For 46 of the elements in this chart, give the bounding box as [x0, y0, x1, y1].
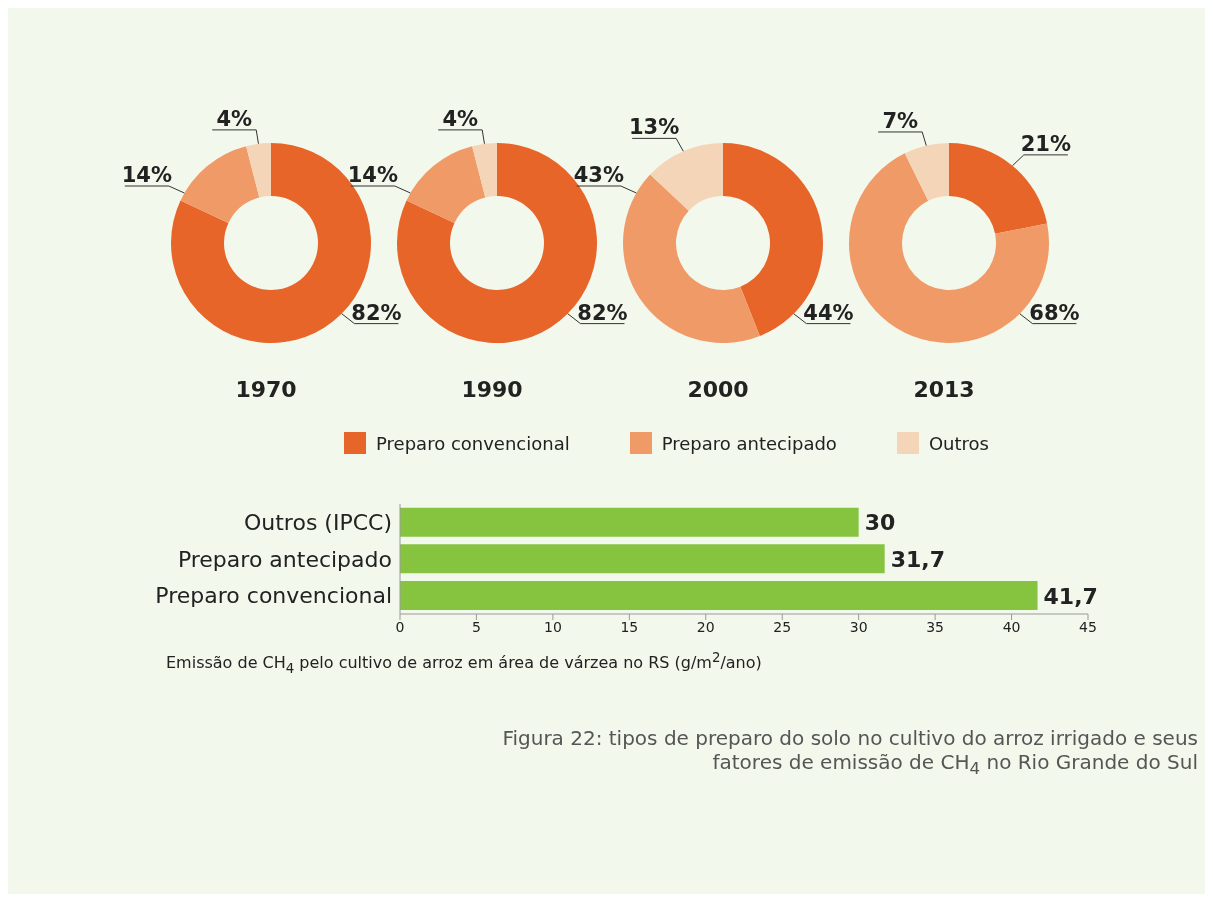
data-label: 82%	[351, 300, 402, 325]
donut-slice	[472, 143, 497, 198]
data-label: 4%	[216, 106, 253, 131]
text: 1970	[235, 377, 297, 402]
donut-slice	[650, 143, 723, 211]
donut-slice	[246, 143, 271, 198]
text: 2000	[687, 377, 749, 402]
donut-slice	[406, 146, 486, 223]
x-tick-label: 20	[696, 618, 715, 635]
x-tick-label: 0	[395, 618, 405, 635]
data-label: 43%	[573, 163, 624, 187]
y-tick-label: Preparo convencional	[155, 583, 392, 609]
y-tick-label: Outros (IPCC)	[243, 510, 392, 536]
data-label: 41,7	[1043, 583, 1098, 609]
data-label: 21%	[1020, 131, 1071, 156]
x-tick-label: 30	[849, 618, 868, 635]
text: Figura 22: tipos de preparo do solo no cultivo do arroz irrigado e seus fatores de emissão de CH$_{4}$ no Rio Grande do Sul	[501, 725, 1198, 778]
x-tick-label: 10	[543, 618, 562, 635]
data-label: 14%	[347, 163, 398, 187]
x-tick-label: 5	[471, 618, 481, 635]
data-label: 13%	[629, 115, 680, 140]
x-tick-label: 15	[620, 618, 639, 635]
text: 1990	[461, 377, 523, 402]
y-tick-label: Preparo antecipado	[177, 546, 392, 572]
x-axis-title: Emissão de CH$_{4}$ pelo cultivo de arroz em área de várzea no RS (g/m$^{2}$/ano)	[166, 650, 763, 676]
x-tick-label: 40	[1002, 618, 1021, 635]
donut-slice	[180, 146, 260, 223]
data-label: 82%	[577, 300, 628, 325]
data-label: 4%	[442, 106, 479, 131]
text: 2013	[913, 377, 975, 402]
x-tick-label: 25	[773, 618, 792, 635]
legend-label: Outros	[928, 432, 989, 454]
bar	[400, 581, 1038, 610]
legend-label: Preparo antecipado	[661, 432, 837, 454]
data-label: 44%	[803, 300, 854, 325]
data-label: 14%	[121, 163, 172, 187]
bar	[400, 507, 859, 537]
x-tick-label: 35	[926, 618, 945, 635]
x-tick-label: 45	[1079, 618, 1097, 635]
bar	[400, 544, 885, 574]
data-label: 68%	[1029, 300, 1080, 325]
data-label: 31,7	[890, 546, 945, 572]
donut-slice	[904, 143, 949, 201]
data-label: 30	[864, 510, 896, 536]
legend-label: Preparo convencional	[376, 432, 570, 454]
data-label: 7%	[882, 108, 919, 133]
